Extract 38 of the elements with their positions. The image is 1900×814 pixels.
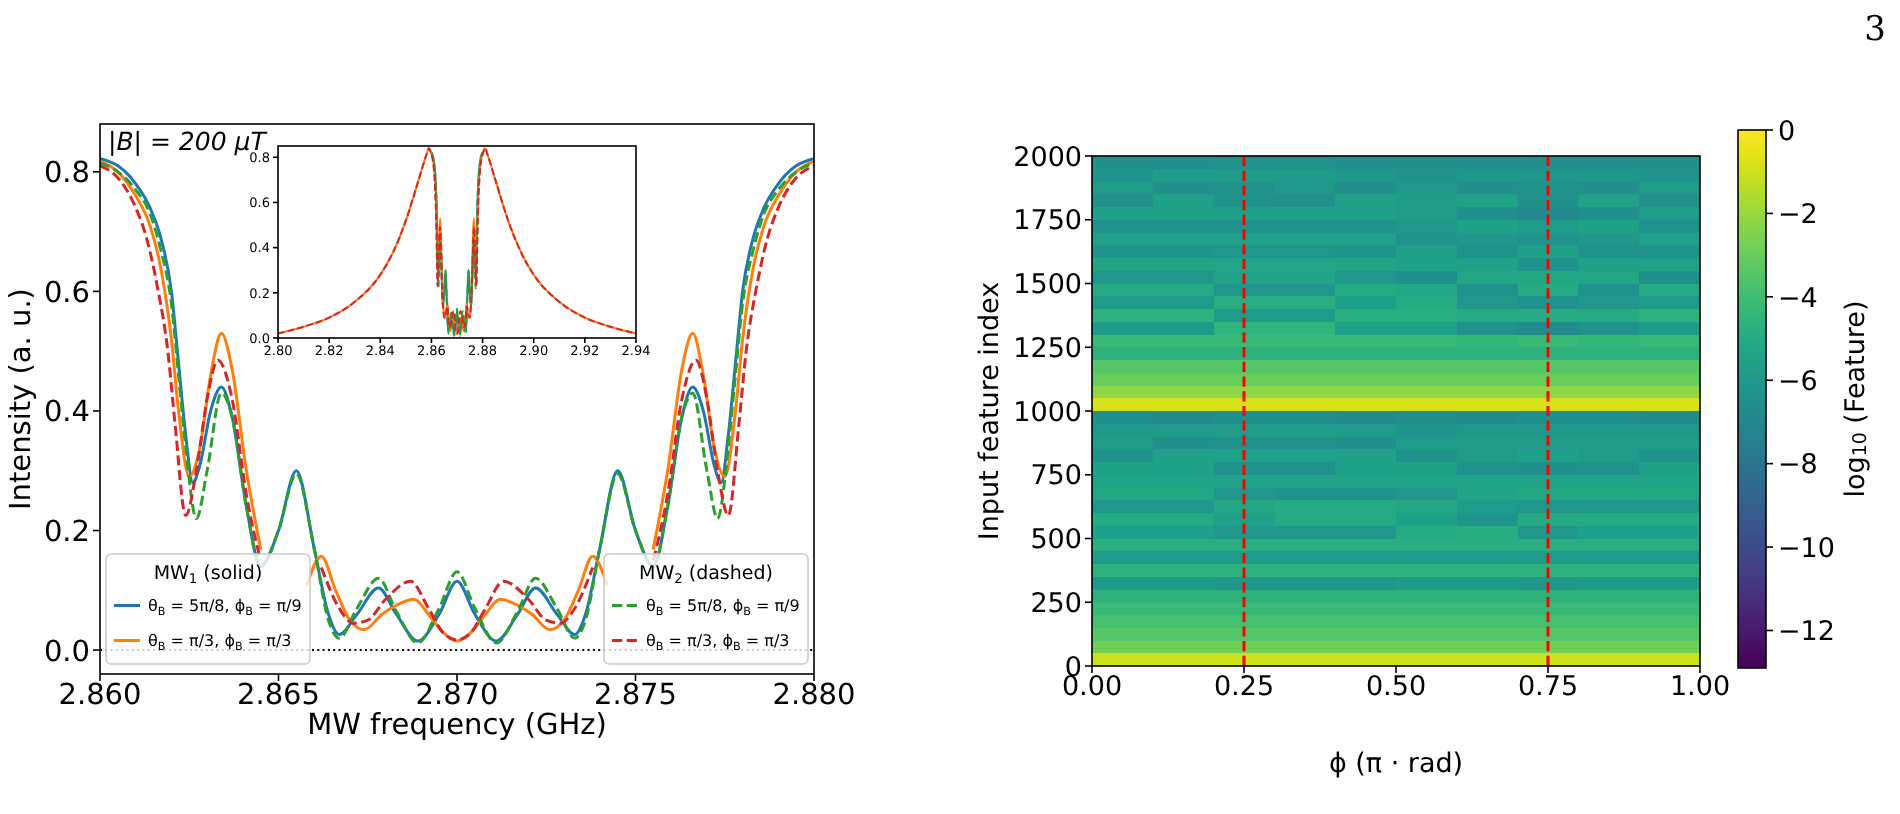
x-tick-label: 2.880 xyxy=(772,680,856,713)
y-tick-label: 0.8 xyxy=(43,158,90,191)
y-tick-label: 250 xyxy=(1030,587,1082,620)
y-tick-label: 750 xyxy=(1030,460,1082,493)
annotation: |B| = 200 μT xyxy=(108,126,269,156)
color-bar-label: −2 xyxy=(1778,199,1818,232)
color-bar-label: −8 xyxy=(1778,449,1818,482)
color-bar-label: −4 xyxy=(1778,282,1818,315)
y-tick-label: 0.2 xyxy=(43,516,90,549)
y-tick-label: 1750 xyxy=(1013,205,1082,238)
y-tick-label: 1500 xyxy=(1013,269,1082,302)
y-tick-label: 0.4 xyxy=(43,397,90,430)
color-bar-label: 0 xyxy=(1778,115,1796,148)
color-bar-label: −6 xyxy=(1778,365,1818,398)
y-tick-label: 1250 xyxy=(1013,332,1082,365)
x-tick-label: 0.50 xyxy=(1365,670,1427,703)
x-tick-label: 2.875 xyxy=(593,680,678,713)
x-axis-title: ϕ (π · rad) xyxy=(1328,748,1464,780)
x-tick-label: 0.75 xyxy=(1517,670,1579,703)
y-tick-label: 0.0 xyxy=(43,636,90,669)
y-tick-label: 1000 xyxy=(1013,396,1082,429)
x-tick-label: 2.870 xyxy=(415,680,499,713)
x-tick-label: 1.00 xyxy=(1669,670,1731,703)
text: 3 xyxy=(1864,10,1886,50)
color-bar-label: −12 xyxy=(1778,616,1835,649)
annotation: MW$_{1}$ (solid) xyxy=(153,563,263,588)
x-tick-label: 2.860 xyxy=(58,680,142,713)
annotation: MW$_{2}$ (dashed) xyxy=(639,563,773,588)
y-axis-title: Input feature index xyxy=(974,281,1006,541)
y-tick-label: 0.6 xyxy=(43,277,90,310)
y-axis-title: Intensity (a. u.) xyxy=(6,288,38,510)
line-series xyxy=(278,147,636,335)
x-tick-label: 2.865 xyxy=(236,680,321,713)
x-axis-title: MW frequency (GHz) xyxy=(307,710,607,742)
color-bar-label: −10 xyxy=(1778,532,1835,565)
y-tick-label: 2000 xyxy=(1013,141,1082,174)
x-tick-label: 0.25 xyxy=(1213,670,1275,703)
y-tick-label: 500 xyxy=(1030,524,1082,557)
